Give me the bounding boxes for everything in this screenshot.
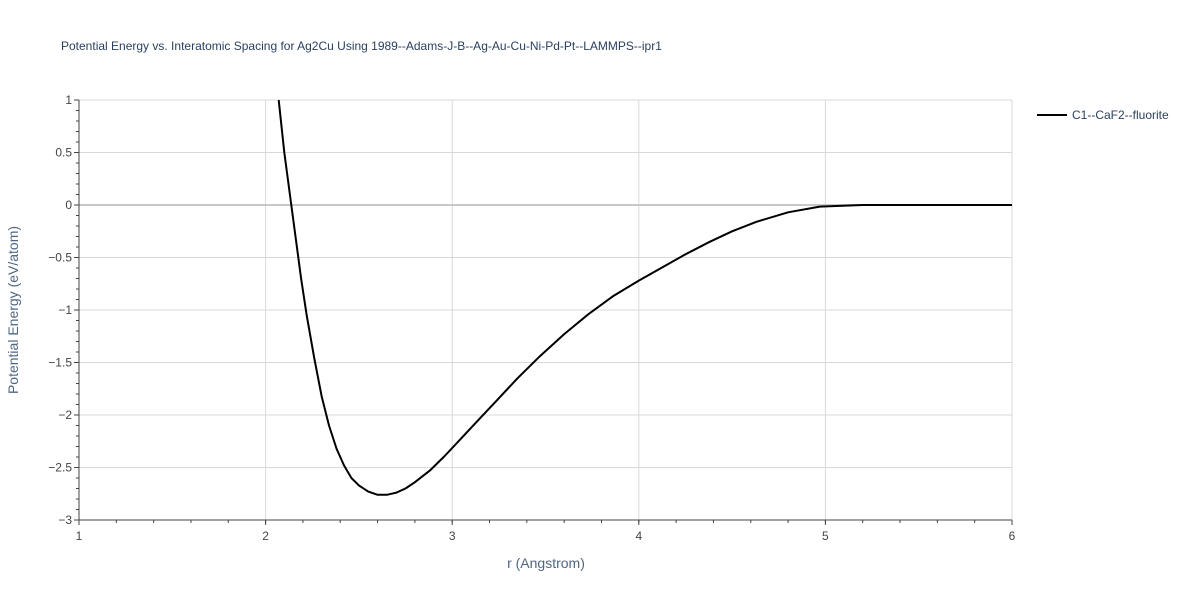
x-tick-label: 5 — [822, 529, 829, 543]
chart-title: Potential Energy vs. Interatomic Spacing… — [61, 39, 662, 53]
y-tick-label: 1 — [65, 93, 72, 107]
axes: 1 2 3 4 5 6 1 0.5 0 −0.5 −1 −1.5 −2 −2.5 −3 — [48, 93, 1015, 543]
y-tick-label: 0 — [65, 198, 72, 212]
y-tick-label: −1.5 — [48, 356, 72, 370]
x-tick-label: 2 — [262, 529, 269, 543]
x-tick-label: 6 — [1009, 529, 1016, 543]
legend[interactable]: C1--CaF2--fluorite — [1037, 108, 1169, 122]
x-tick-label: 3 — [449, 529, 456, 543]
grid-lines — [79, 99, 1013, 521]
series-line-C1--CaF2--fluorite — [277, 99, 1012, 496]
y-tick-label: −1 — [58, 303, 72, 317]
legend-label: C1--CaF2--fluorite — [1072, 108, 1169, 122]
y-tick-label: −2 — [58, 408, 72, 422]
y-tick-label: 0.5 — [55, 146, 72, 160]
plot-area — [277, 99, 1012, 496]
x-axis-title: r (Angstrom) — [507, 555, 585, 571]
y-axis-title: Potential Energy (eV/atom) — [5, 226, 21, 394]
x-tick-label: 4 — [635, 529, 642, 543]
y-tick-label: −3 — [58, 513, 72, 527]
y-tick-label: −2.5 — [48, 461, 72, 475]
y-tick-label: −0.5 — [48, 251, 72, 265]
x-tick-label: 1 — [76, 529, 83, 543]
